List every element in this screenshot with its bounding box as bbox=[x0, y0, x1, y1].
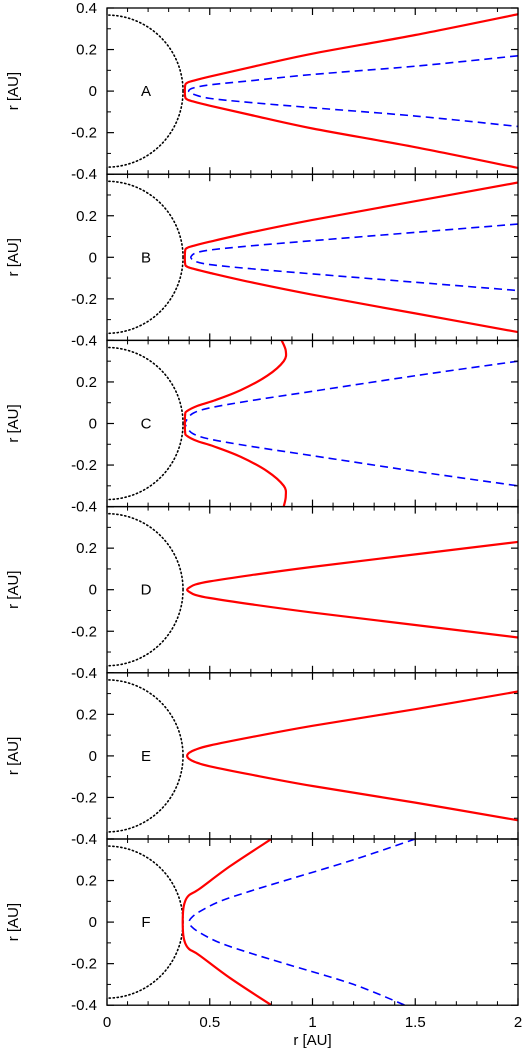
y-axis-title: r [AU] bbox=[5, 404, 22, 442]
star-boundary-circle-B bbox=[107, 180, 184, 335]
y-tick-label: 0.2 bbox=[76, 42, 97, 59]
solid-curve-C bbox=[183, 340, 288, 507]
y-tick-label: 0.2 bbox=[76, 873, 97, 890]
panel-label: C bbox=[141, 416, 152, 433]
panel-label: B bbox=[141, 249, 151, 266]
star-boundary-circle-D bbox=[107, 512, 184, 667]
y-tick-label: -0.4 bbox=[71, 166, 97, 183]
solid-curve-D bbox=[186, 540, 518, 639]
y-tick-label: 0.4 bbox=[76, 0, 97, 17]
panel-label: E bbox=[141, 748, 151, 765]
y-tick-label: -0.2 bbox=[71, 623, 97, 640]
panel-frame-E bbox=[106, 672, 519, 840]
dashed-curve-A bbox=[187, 54, 518, 128]
dashed-curve-B bbox=[189, 223, 518, 292]
star-boundary-circle-C bbox=[107, 346, 184, 501]
panel-frame-D bbox=[106, 505, 519, 674]
x-axis-title: r [AU] bbox=[293, 1032, 331, 1049]
y-axis-title: r [AU] bbox=[5, 72, 22, 110]
y-tick-label: -0.2 bbox=[71, 291, 97, 308]
panel-frame-C bbox=[106, 339, 519, 508]
solid-curve-F bbox=[181, 839, 273, 1006]
x-tick-label: 1.5 bbox=[405, 1014, 426, 1031]
y-tick-label: 0 bbox=[89, 416, 97, 433]
y-tick-label: -0.4 bbox=[71, 499, 97, 516]
x-tick-label: 0 bbox=[103, 1014, 111, 1031]
dashed-curve-F bbox=[188, 839, 416, 1006]
y-tick-label: 0.2 bbox=[76, 706, 97, 723]
panel-frame-B bbox=[106, 173, 519, 342]
y-tick-label: -0.4 bbox=[71, 831, 97, 848]
solid-curve-A bbox=[183, 13, 518, 170]
y-tick-label: -0.2 bbox=[71, 956, 97, 973]
y-axis-title: r [AU] bbox=[5, 238, 22, 276]
y-tick-label: 0.2 bbox=[76, 540, 97, 557]
solid-curve-E bbox=[186, 690, 518, 822]
y-tick-label: -0.2 bbox=[71, 457, 97, 474]
x-tick-label: 0.5 bbox=[199, 1014, 220, 1031]
y-axis-title: r [AU] bbox=[5, 903, 22, 941]
y-tick-label: 0.2 bbox=[76, 208, 97, 225]
y-tick-label: 0 bbox=[89, 582, 97, 599]
y-tick-label: 0 bbox=[89, 914, 97, 931]
panel-label: D bbox=[141, 582, 152, 599]
y-axis-title: r [AU] bbox=[5, 571, 22, 609]
y-tick-label: 0 bbox=[89, 748, 97, 765]
panel-label: A bbox=[141, 83, 151, 100]
y-tick-label: -0.2 bbox=[71, 125, 97, 142]
solid-curve-B bbox=[183, 181, 518, 334]
panel-frame-A bbox=[106, 7, 519, 175]
y-tick-label: 0 bbox=[89, 249, 97, 266]
star-boundary-circle-A bbox=[107, 14, 184, 168]
star-boundary-circle-E bbox=[107, 679, 184, 833]
panel-frame-F bbox=[106, 838, 519, 1006]
panel-label: F bbox=[141, 914, 150, 931]
y-tick-label: 0 bbox=[89, 83, 97, 100]
y-tick-label: -0.2 bbox=[71, 789, 97, 806]
y-tick-label: -0.4 bbox=[71, 332, 97, 349]
dashed-curve-C bbox=[184, 360, 518, 487]
y-tick-label: 0.2 bbox=[76, 374, 97, 391]
x-tick-label: 1 bbox=[308, 1014, 316, 1031]
y-axis-title: r [AU] bbox=[5, 737, 22, 775]
y-tick-label: -0.4 bbox=[71, 997, 97, 1014]
y-tick-label: -0.4 bbox=[71, 665, 97, 682]
x-tick-label: 2 bbox=[514, 1014, 522, 1031]
